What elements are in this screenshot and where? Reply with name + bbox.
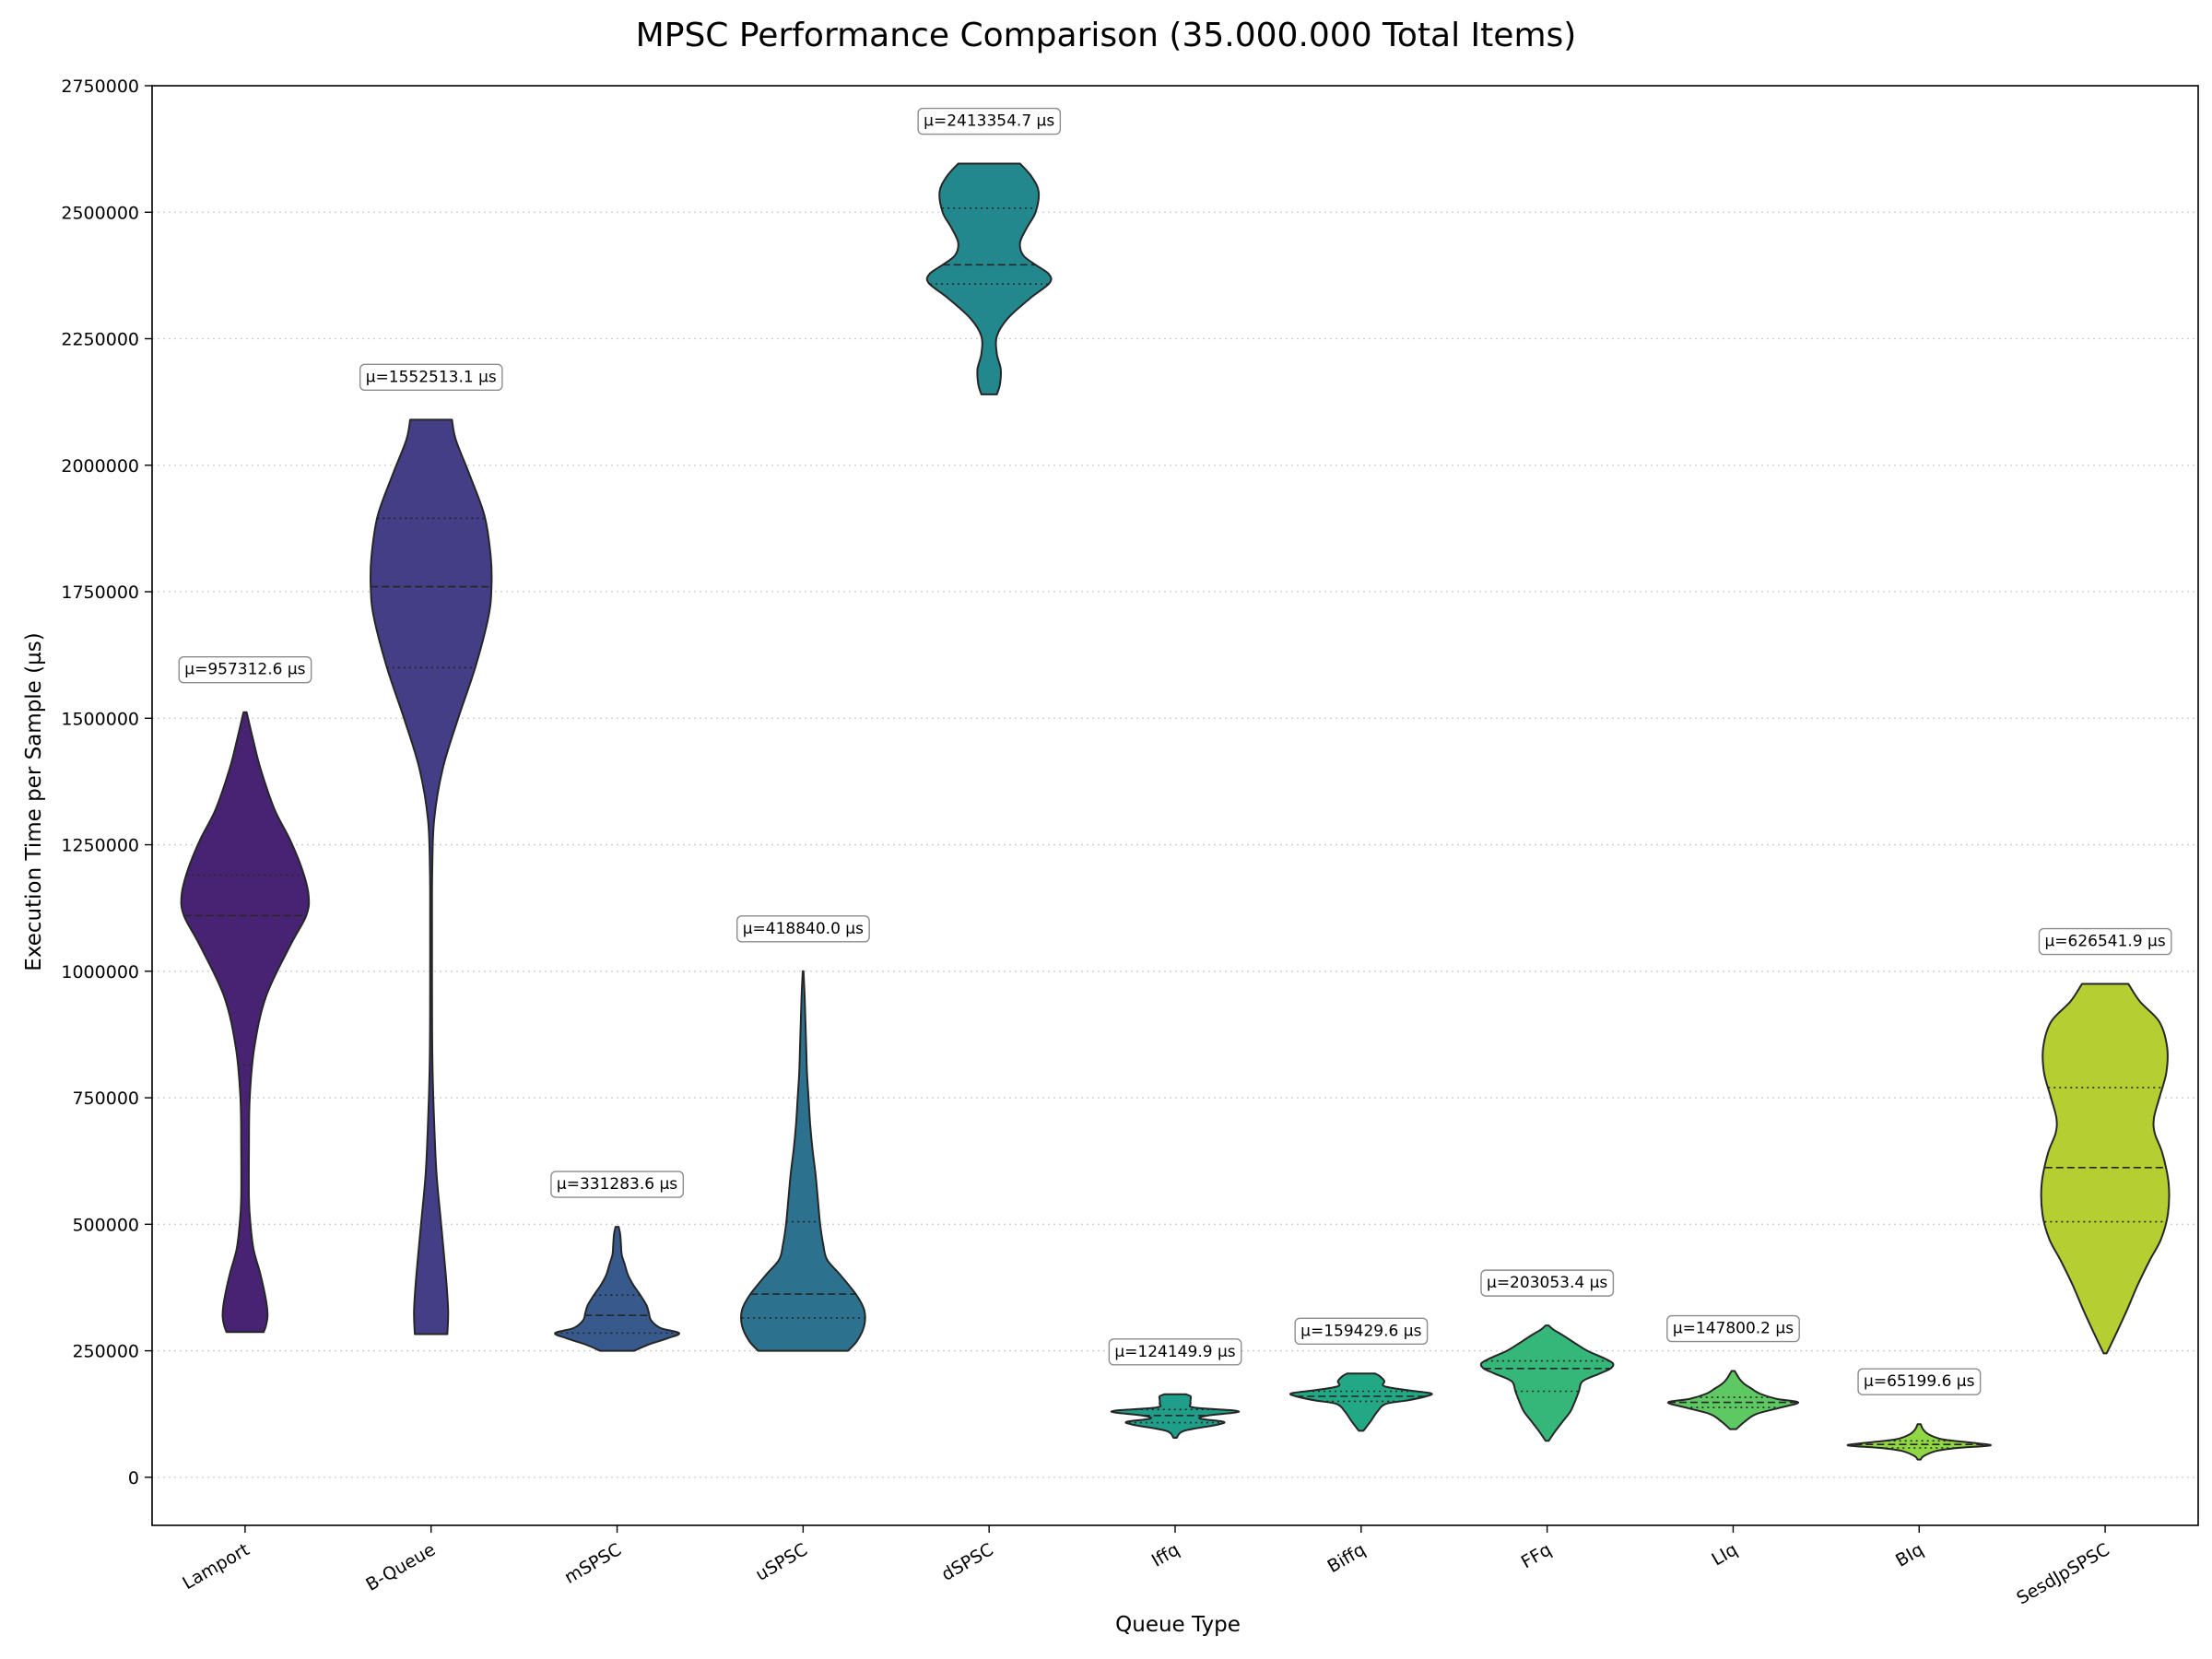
mean-label: µ=203053.4 µs <box>1487 1274 1607 1292</box>
y-tick-label: 2500000 <box>61 203 139 223</box>
violin-B-Queue <box>369 418 493 1335</box>
y-tick-label: 250000 <box>72 1342 139 1362</box>
chart-title: MPSC Performance Comparison (35.000.000 … <box>636 17 1577 54</box>
violin-SesdJpSPSC <box>2040 982 2171 1355</box>
mean-label-box <box>1666 1314 1800 1343</box>
mean-label-box <box>1480 1269 1615 1297</box>
mean-label-box <box>1108 1338 1242 1366</box>
mean-label: µ=65199.6 µs <box>1864 1372 1975 1391</box>
mean-label-box <box>178 656 312 684</box>
mean-label: µ=331283.6 µs <box>557 1175 677 1194</box>
mean-label: µ=418840.0 µs <box>743 920 864 938</box>
x-tick-label: dSPSC <box>938 1539 997 1585</box>
mean-label: µ=626541.9 µs <box>2044 933 2165 951</box>
y-tick-label: 500000 <box>72 1215 139 1235</box>
y-tick-label: 2000000 <box>61 456 139 477</box>
x-tick-label: mSPSC <box>561 1539 625 1588</box>
mean-label: µ=2413354.7 µs <box>924 112 1054 131</box>
mean-label-box <box>736 915 870 943</box>
violin-dSPSC <box>925 162 1053 395</box>
x-tick-label: LIq <box>1708 1539 1740 1570</box>
x-tick-label: SesdJpSPSC <box>2013 1539 2112 1608</box>
violin-uSPSC <box>740 970 866 1352</box>
mean-label-box <box>550 1171 685 1198</box>
y-tick-label: 2750000 <box>61 76 139 97</box>
y-tick-label: 1000000 <box>61 962 139 982</box>
x-tick-label: BIq <box>1892 1539 1927 1571</box>
mean-label-box <box>917 107 1062 135</box>
y-tick-label: 1250000 <box>61 836 139 856</box>
y-axis: 0 250000 500000 750000 1000000 1250000 1500000… <box>61 76 152 1488</box>
x-axis: Lamport B-Queue mSPSC uSPSC dSPSC Iffq Biffq FF… <box>179 1525 2113 1608</box>
mean-label: µ=147800.2 µs <box>1673 1320 1794 1338</box>
x-tick-label: uSPSC <box>752 1539 811 1584</box>
mean-label: µ=159429.6 µs <box>1300 1322 1421 1340</box>
x-tick-label: Iffq <box>1148 1539 1183 1571</box>
violin-mSPSC <box>554 1226 680 1352</box>
y-tick-label: 1500000 <box>61 709 139 729</box>
x-tick-label: Biffq <box>1324 1539 1370 1577</box>
violin-Lamport <box>180 711 311 1334</box>
x-tick-label: B-Queue <box>362 1539 439 1595</box>
violin-LIq <box>1666 1370 1800 1430</box>
y-axis-title: Execution Time per Sample (µs) <box>22 632 46 971</box>
y-tick-label: 2250000 <box>61 330 139 350</box>
y-tick-label: 1750000 <box>61 582 139 603</box>
mean-label-box <box>2038 927 2172 956</box>
x-axis-title: Queue Type <box>1115 1613 1241 1637</box>
violin-FFq <box>1479 1324 1615 1442</box>
x-tick-label: FFq <box>1518 1539 1555 1572</box>
violin-BIq <box>1846 1423 1992 1461</box>
mean-label: µ=1552513.1 µs <box>366 368 497 386</box>
violin-Biffq <box>1288 1372 1433 1432</box>
mean-label-box <box>1294 1317 1429 1345</box>
mean-label-box <box>359 363 503 392</box>
violin-Iffq <box>1110 1393 1241 1440</box>
y-tick-label: 0 <box>128 1468 139 1488</box>
mean-labels-group: µ=957312.6 µs µ=1552513.1 µs µ=331283.6 µs… <box>178 107 2172 1395</box>
violins-group <box>180 162 2171 1461</box>
x-tick-label: Lamport <box>179 1539 253 1594</box>
mean-label: µ=124149.9 µs <box>1114 1343 1235 1361</box>
mean-label: µ=957312.6 µs <box>184 661 305 679</box>
mean-label-box <box>1857 1368 1982 1395</box>
y-tick-label: 750000 <box>72 1088 139 1109</box>
plot-frame <box>151 85 2199 1526</box>
gridlines <box>152 85 2198 1478</box>
